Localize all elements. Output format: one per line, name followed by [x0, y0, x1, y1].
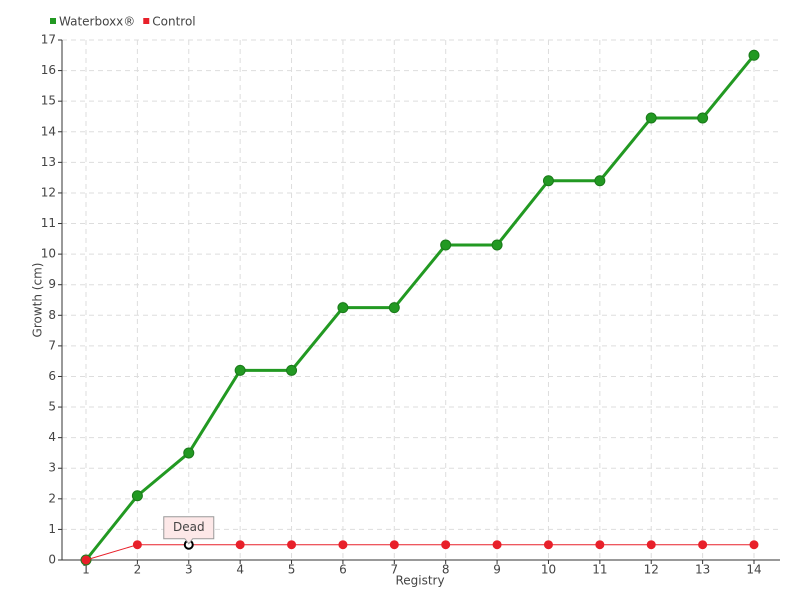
- y-tick-label: 15: [41, 94, 56, 108]
- y-tick-label: 6: [48, 369, 56, 383]
- point: [491, 239, 503, 251]
- point: [337, 302, 349, 314]
- point: [595, 540, 605, 550]
- point: [235, 540, 245, 550]
- x-tick-label: 10: [541, 563, 556, 577]
- x-tick-label: 1: [82, 563, 90, 577]
- x-tick-label: 12: [644, 563, 659, 577]
- point: [697, 112, 709, 124]
- y-tick-label: 17: [41, 33, 56, 47]
- x-tick-label: 8: [442, 563, 450, 577]
- x-tick-label: 7: [390, 563, 398, 577]
- point: [698, 540, 708, 550]
- y-tick-label: 0: [48, 553, 56, 567]
- x-tick-label: 2: [134, 563, 142, 577]
- y-tick-label: 2: [48, 491, 56, 505]
- y-tick-label: 12: [41, 185, 56, 199]
- series-line: [84, 54, 756, 561]
- y-tick-label: 5: [48, 400, 56, 414]
- y-tick-label: 14: [41, 124, 56, 138]
- y-tick-label: 9: [48, 277, 56, 291]
- point: [131, 490, 143, 502]
- point: [492, 540, 502, 550]
- x-tick-label: 9: [493, 563, 501, 577]
- y-tick-label: 4: [48, 430, 56, 444]
- y-tick-label: 8: [48, 308, 56, 322]
- legend-label: Waterboxx®: [59, 15, 135, 29]
- point: [183, 447, 195, 459]
- y-axis-label: Growth (cm): [31, 263, 45, 338]
- y-tick-label: 11: [41, 216, 56, 230]
- point: [389, 540, 399, 550]
- series-line: [85, 544, 754, 561]
- point: [81, 555, 91, 565]
- point: [441, 540, 451, 550]
- y-tick-label: 13: [41, 155, 56, 169]
- x-tick-label: 3: [185, 563, 193, 577]
- x-tick-label: 4: [236, 563, 244, 577]
- x-axis-label: Registry: [395, 574, 444, 588]
- point: [234, 364, 246, 376]
- point: [132, 540, 142, 550]
- x-tick-label: 6: [339, 563, 347, 577]
- y-tick-label: 3: [48, 461, 56, 475]
- y-tick-label: 1: [48, 522, 56, 536]
- point: [594, 175, 606, 187]
- x-tick-label: 5: [288, 563, 296, 577]
- annotation: Dead: [173, 520, 205, 534]
- point: [749, 540, 759, 550]
- x-tick-label: 13: [695, 563, 710, 577]
- point: [287, 540, 297, 550]
- point: [286, 364, 298, 376]
- point: [542, 175, 554, 187]
- x-tick-label: 11: [592, 563, 607, 577]
- legend-swatch: [143, 18, 150, 24]
- y-tick-label: 7: [48, 338, 56, 352]
- legend-swatch: [50, 18, 56, 24]
- y-tick-label: 10: [41, 247, 56, 261]
- point: [748, 49, 760, 61]
- point: [543, 540, 553, 550]
- legend-label: Control: [152, 15, 195, 29]
- point: [645, 112, 657, 124]
- point: [440, 239, 452, 251]
- annotation-box: [163, 516, 215, 545]
- point: [646, 540, 656, 550]
- point: [338, 540, 348, 550]
- point: [388, 302, 400, 314]
- y-tick-label: 16: [41, 63, 56, 77]
- x-tick-label: 14: [746, 563, 761, 577]
